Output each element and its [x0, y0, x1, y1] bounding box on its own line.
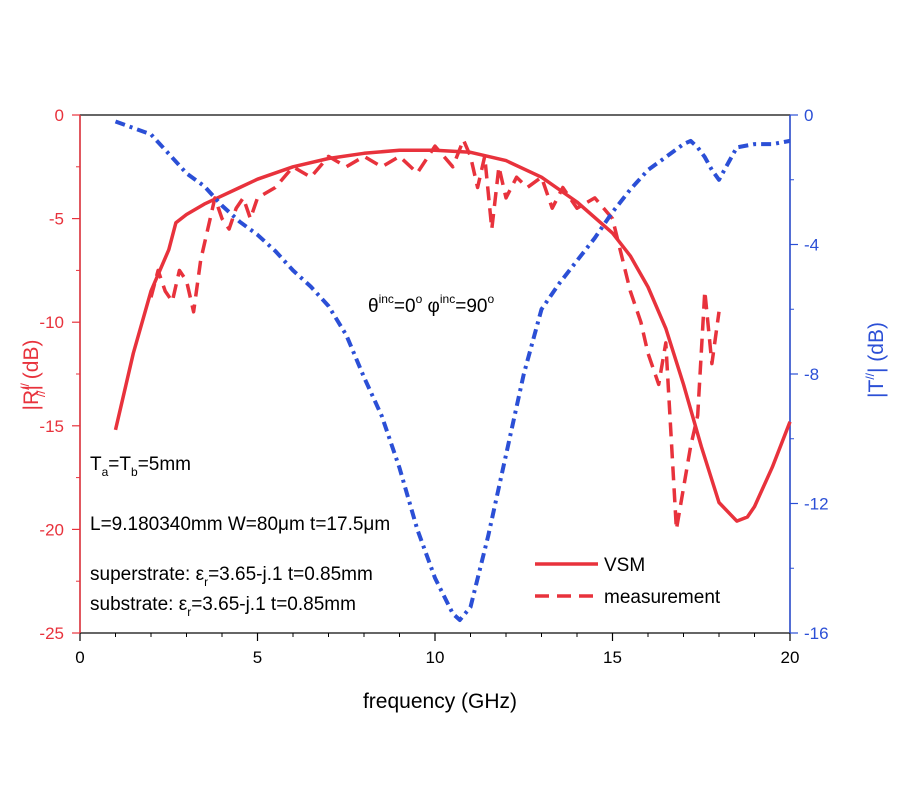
y-left-tick-label: -20	[39, 520, 64, 539]
x-tick-label: 5	[253, 648, 262, 667]
y-left-tick-label: 0	[55, 106, 64, 125]
y-right-tick-label: -4	[804, 236, 819, 255]
plot-frame	[79, 114, 791, 634]
substrate-annotation: substrate: εr=3.65-j.1 t=0.85mm	[90, 594, 356, 619]
y-left-title-main: |R	[20, 390, 43, 411]
x-tick-label: 0	[75, 648, 84, 667]
series-vsm	[113, 148, 792, 523]
y-right-title-rest: | (dB)	[865, 322, 888, 373]
y-left-tick-label: -5	[49, 210, 64, 229]
y-axis-left: 0 -5 -10 -15 -20 -25	[39, 106, 81, 643]
x-axis-title: frequency (GHz)	[363, 690, 517, 713]
y-right-title-sup: //	[863, 372, 877, 379]
y-left-title-sub: //	[34, 390, 48, 397]
x-tick-label: 15	[603, 648, 622, 667]
y-axis-right: 0 -4 -8 -12 -16	[789, 106, 829, 643]
y-axis-right-title: |T//| (dB)	[863, 322, 888, 398]
series-layer	[113, 119, 792, 622]
tatb-annotation: Ta=Tb=5mm	[90, 454, 191, 479]
y-right-title-main: |T	[865, 380, 888, 398]
legend-label-vsm: VSM	[604, 555, 645, 576]
x-tick-label: 20	[781, 648, 800, 667]
dimensions-annotation: L=9.180340mm W=80μm t=17.5μm	[90, 514, 390, 535]
y-right-tick-label: -8	[804, 365, 819, 384]
svg-text:|T//| (dB): |T//| (dB)	[863, 322, 888, 398]
x-tick-label: 10	[426, 648, 445, 667]
superstrate-annotation: superstrate: εr=3.65-j.1 t=0.85mm	[90, 564, 373, 589]
y-left-title-sup: //	[18, 383, 32, 390]
legend-label-measurement: measurement	[604, 587, 721, 608]
x-axis: 0 5 10 15 20	[75, 633, 799, 667]
y-right-tick-label: -12	[804, 495, 829, 514]
y-left-tick-label: -10	[39, 313, 64, 332]
legend: VSM measurement	[535, 555, 721, 608]
y-right-tick-label: 0	[804, 106, 813, 125]
y-left-tick-label: -15	[39, 417, 64, 436]
y-left-tick-label: -25	[39, 624, 64, 643]
svg-text:|R////| (dB): |R////| (dB)	[18, 340, 48, 411]
y-left-title-rest: | (dB)	[20, 340, 43, 391]
series-transmission	[114, 119, 791, 622]
series-measurement	[149, 138, 721, 532]
y-right-tick-label: -16	[804, 624, 829, 643]
y-axis-left-title: |R////| (dB)	[18, 340, 48, 411]
angle-annotation: θinc=0o φinc=90o	[368, 292, 494, 317]
